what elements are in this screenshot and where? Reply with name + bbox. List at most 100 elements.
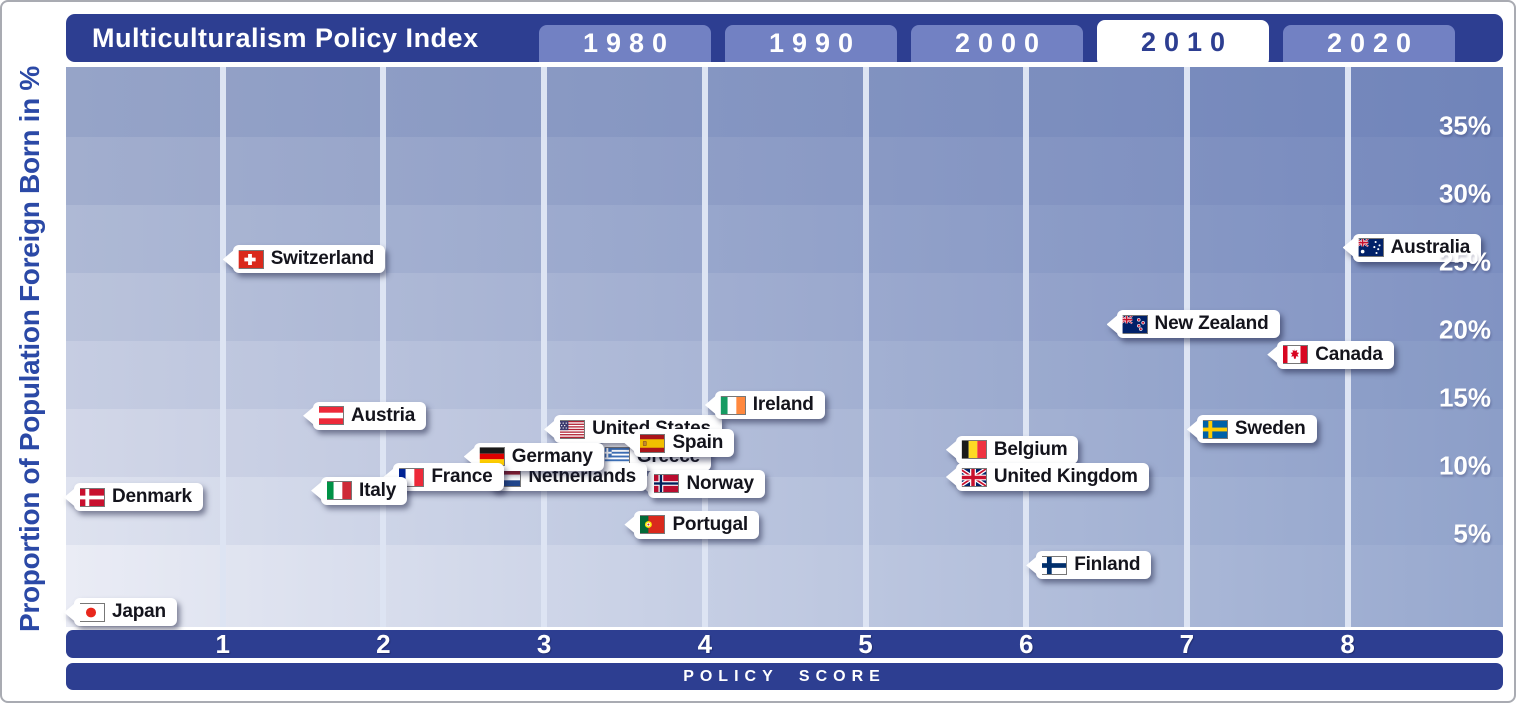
pointer-tip-icon: [945, 436, 962, 464]
country-pill: Finland: [1036, 551, 1152, 580]
country-pill: Norway: [648, 469, 765, 498]
country-name: Japan: [112, 601, 166, 623]
be-flag-icon: [958, 440, 987, 460]
ie-flag-icon: [717, 395, 746, 415]
pointer-tip-icon: [544, 415, 561, 443]
plot-band: [66, 273, 1503, 341]
x-tick-6: 6: [1018, 629, 1034, 659]
tab-1980[interactable]: 1980: [539, 25, 711, 62]
country-label-spain: Spain: [624, 429, 735, 457]
pointer-tip-icon: [624, 429, 641, 457]
country-pill: Italy: [321, 476, 408, 505]
se-flag-icon: [1199, 419, 1228, 439]
country-label-portugal: Portugal: [624, 510, 759, 539]
country-name: Ireland: [752, 394, 814, 415]
gridline-score-4: [701, 67, 708, 627]
x-tick-3: 3: [536, 629, 552, 659]
country-name: New Zealand: [1154, 313, 1269, 335]
country-pill: New Zealand: [1116, 310, 1280, 339]
pointer-tip-icon: [1106, 310, 1123, 338]
pointer-tip-icon: [222, 245, 239, 273]
country-label-japan: Japan: [64, 598, 177, 627]
plot-band: [66, 477, 1503, 545]
pointer-tip-icon: [1342, 234, 1359, 262]
pointer-tip-icon: [624, 511, 641, 539]
x-tick-4: 4: [697, 629, 713, 659]
nz-flag-icon: [1119, 314, 1148, 334]
country-label-switzerland: Switzerland: [222, 245, 386, 274]
pointer-tip-icon: [1267, 341, 1284, 369]
dk-flag-icon: [77, 487, 105, 507]
country-name: United Kingdom: [993, 466, 1138, 487]
x-tick-5: 5: [858, 629, 873, 659]
country-label-norway: Norway: [638, 469, 765, 498]
tab-2010[interactable]: 2010: [1097, 20, 1269, 67]
pointer-tip-icon: [303, 402, 320, 430]
y-tick-5: 5%: [1453, 518, 1491, 549]
country-label-belgium: Belgium: [945, 435, 1079, 464]
country-pill: Australia: [1352, 233, 1482, 262]
gridline-score-6: [1023, 67, 1030, 627]
country-pill: Switzerland: [232, 245, 386, 274]
x-axis-title: POLICY SCORE: [683, 667, 886, 685]
country-name: France: [431, 466, 493, 487]
y-tick-25: 25%: [1438, 246, 1491, 277]
country-pill: Sweden: [1196, 415, 1317, 444]
y-tick-35: 35%: [1438, 110, 1491, 141]
country-pill: Belgium: [955, 435, 1079, 464]
ch-flag-icon: [235, 249, 264, 269]
country-label-ireland: Ireland: [704, 391, 825, 419]
country-name: Germany: [511, 445, 593, 467]
country-name: Finland: [1074, 554, 1141, 576]
tab-2020[interactable]: 2020: [1283, 25, 1455, 62]
country-label-united-kingdom: United Kingdom: [945, 463, 1149, 491]
country-label-denmark: Denmark: [64, 483, 203, 512]
country-pill: Denmark: [74, 483, 203, 512]
x-axis-tick-bar: 1 2 3 4 5 6 7 8: [66, 630, 1503, 658]
x-axis-title-bar: POLICY SCORE: [66, 663, 1503, 690]
country-name: Sweden: [1234, 418, 1306, 440]
country-name: Spain: [672, 432, 724, 453]
country-name: Italy: [359, 479, 397, 501]
at-flag-icon: [316, 406, 345, 426]
tab-2000[interactable]: 2000: [911, 25, 1083, 62]
plot-band: [66, 545, 1503, 627]
country-label-italy: Italy: [311, 476, 408, 505]
gridline-score-7: [1183, 67, 1190, 627]
gridline-score-3: [541, 67, 548, 627]
country-name: Netherlands: [528, 466, 636, 487]
country-name: Austria: [351, 404, 416, 426]
country-name: Portugal: [672, 513, 748, 535]
pt-flag-icon: [637, 515, 666, 535]
country-pill: United Kingdom: [955, 463, 1149, 491]
country-pill: Japan: [74, 598, 177, 627]
tab-1990[interactable]: 1990: [725, 25, 897, 62]
pointer-tip-icon: [311, 477, 328, 505]
pointer-tip-icon: [1026, 551, 1043, 579]
pointer-tip-icon: [64, 483, 80, 511]
pointer-tip-icon: [945, 463, 962, 491]
au-flag-icon: [1355, 238, 1384, 258]
ca-flag-icon: [1280, 345, 1309, 365]
x-tick-1: 1: [215, 629, 230, 659]
country-pill: Canada: [1277, 340, 1394, 369]
country-pill: Portugal: [634, 510, 759, 539]
y-tick-15: 15%: [1438, 382, 1491, 413]
us-flag-icon: [557, 419, 586, 439]
header-bar: Multiculturalism Policy Index 1980 1990 20…: [66, 14, 1503, 67]
plot-band: [66, 67, 1503, 137]
x-tick-2: 2: [376, 629, 391, 659]
no-flag-icon: [651, 474, 680, 494]
jp-flag-icon: [77, 602, 105, 622]
country-name: Belgium: [993, 438, 1068, 460]
pointer-tip-icon: [1186, 415, 1203, 443]
country-name: Canada: [1315, 343, 1383, 365]
de-flag-icon: [476, 447, 505, 467]
pointer-tip-icon: [64, 598, 80, 626]
y-tick-20: 20%: [1438, 314, 1491, 345]
country-label-sweden: Sweden: [1186, 415, 1317, 444]
country-pill: Ireland: [714, 391, 825, 419]
country-label-australia: Australia: [1342, 233, 1482, 262]
plot-band: [66, 137, 1503, 205]
country-label-canada: Canada: [1267, 340, 1394, 369]
